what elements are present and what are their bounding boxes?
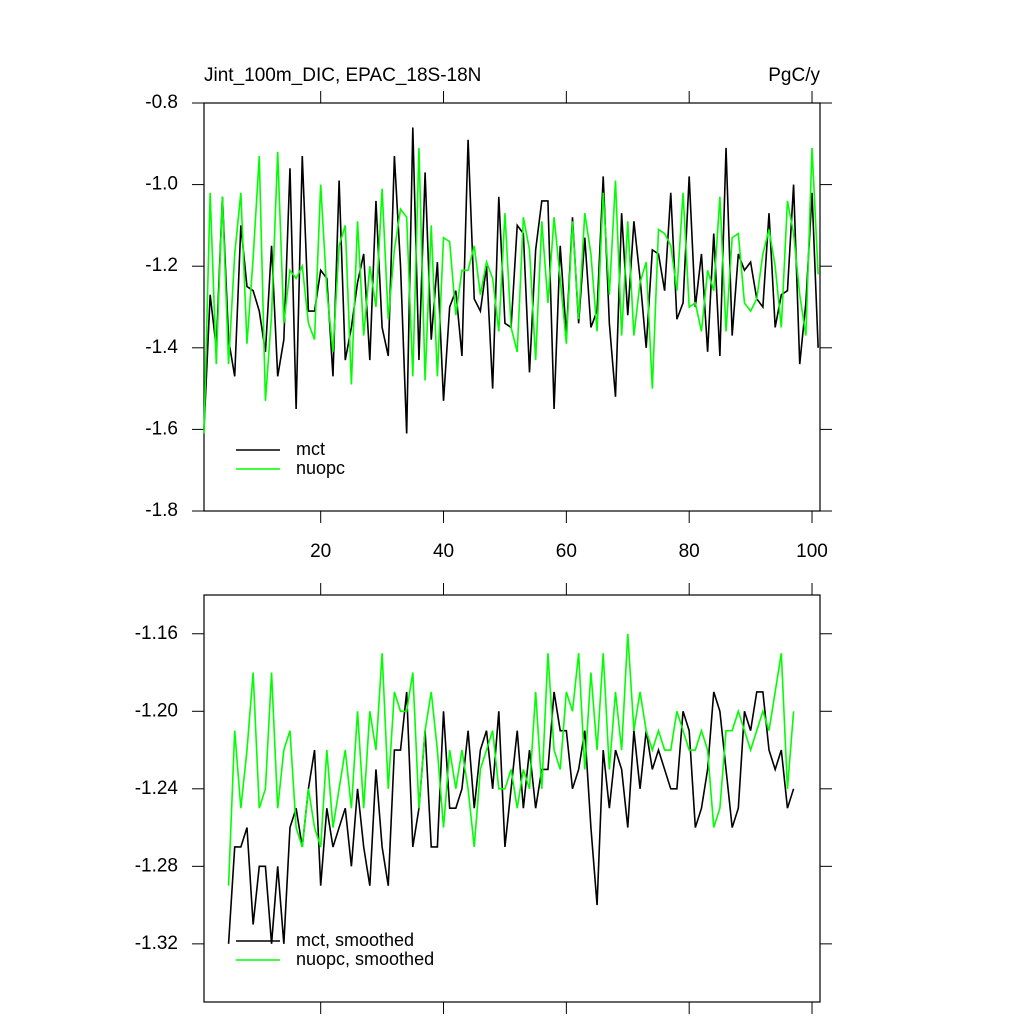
data-line (203, 147, 819, 434)
legend-label: nuopc (296, 458, 345, 478)
data-line (227, 691, 795, 944)
y-tick-label: -1.28 (135, 855, 178, 876)
y-tick-label: -1.16 (135, 623, 178, 644)
x-tick-label: 80 (679, 541, 700, 562)
plot-frame (203, 594, 821, 1003)
y-tick-label: -1.20 (135, 700, 178, 721)
y-tick-label: -1.32 (135, 933, 178, 954)
y-tick-label: -0.8 (145, 92, 178, 113)
y-tick-label: -1.6 (145, 418, 178, 439)
y-tick-label: -1.2 (145, 255, 178, 276)
x-tick-label: 20 (310, 541, 331, 562)
plot-frame (203, 102, 821, 512)
y-tick-label: -1.8 (145, 500, 178, 521)
legend-label: mct, smoothed (296, 930, 414, 950)
data-line (203, 127, 819, 434)
y-tick-label: -1.4 (145, 337, 178, 358)
x-tick-label: 40 (433, 541, 454, 562)
legend-label: nuopc, smoothed (296, 949, 434, 969)
chart-title: Jint_100m_DIC, EPAC_18S-18N (204, 65, 481, 86)
y-tick-label: -1.0 (145, 174, 178, 195)
legend-label: mct (296, 439, 325, 459)
data-line (227, 633, 795, 886)
x-tick-label: 100 (796, 541, 828, 562)
x-tick-label: 60 (556, 541, 577, 562)
y-tick-label: -1.24 (135, 778, 179, 799)
units-title: PgC/y (768, 65, 820, 86)
